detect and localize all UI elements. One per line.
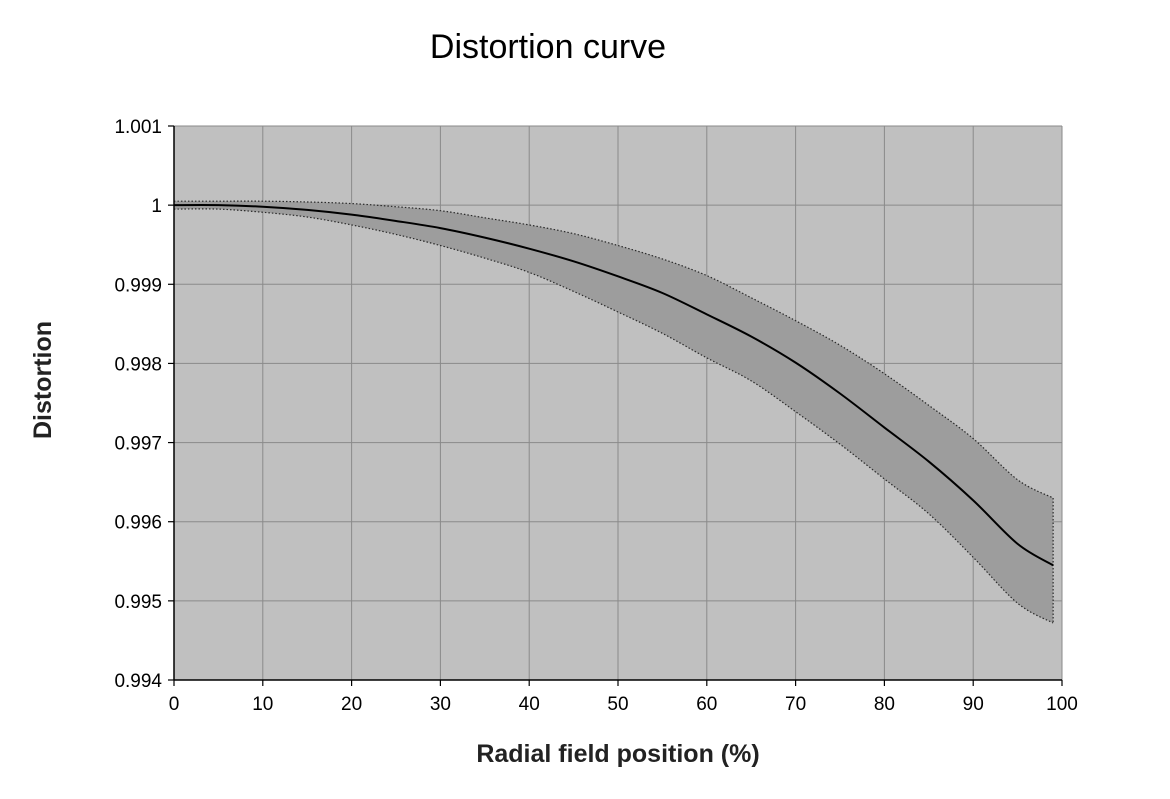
uncertainty-band	[174, 201, 1054, 624]
x-tick-label: 30	[430, 694, 451, 715]
y-tick-label: 0.994	[114, 671, 162, 692]
x-tick-label: 70	[785, 694, 806, 715]
lower-bound-line	[173, 208, 1054, 624]
chart-title: Distortion curve	[430, 28, 666, 66]
y-tick-label: 0.997	[114, 434, 162, 455]
data-layer	[173, 200, 1054, 624]
y-tick-label: 0.995	[114, 592, 162, 613]
x-tick-label: 50	[607, 694, 628, 715]
y-tick-label: 1.001	[114, 117, 162, 138]
x-tick-label: 90	[963, 694, 984, 715]
axes: 0 10 20 30 40 50 60 70 80 90 100 1.001 1 0.999 0.998 0.…	[114, 117, 1077, 715]
y-tick-label: 0.996	[114, 513, 162, 534]
y-axis-label: Distortion	[29, 321, 57, 439]
y-tick-label: 0.998	[114, 354, 162, 375]
y-tick-label: 0.999	[114, 275, 162, 296]
x-tick-label: 100	[1046, 694, 1078, 715]
x-tick-label: 40	[519, 694, 540, 715]
x-axis-label: Radial field position (%)	[476, 740, 759, 768]
x-tick-label: 80	[874, 694, 895, 715]
x-tick-label: 0	[169, 694, 180, 715]
x-tick-label: 10	[252, 694, 273, 715]
x-tick-label: 60	[696, 694, 717, 715]
x-tick-label: 20	[341, 694, 362, 715]
distortion-curve	[173, 204, 1054, 567]
y-tick-label: 1	[151, 196, 162, 217]
